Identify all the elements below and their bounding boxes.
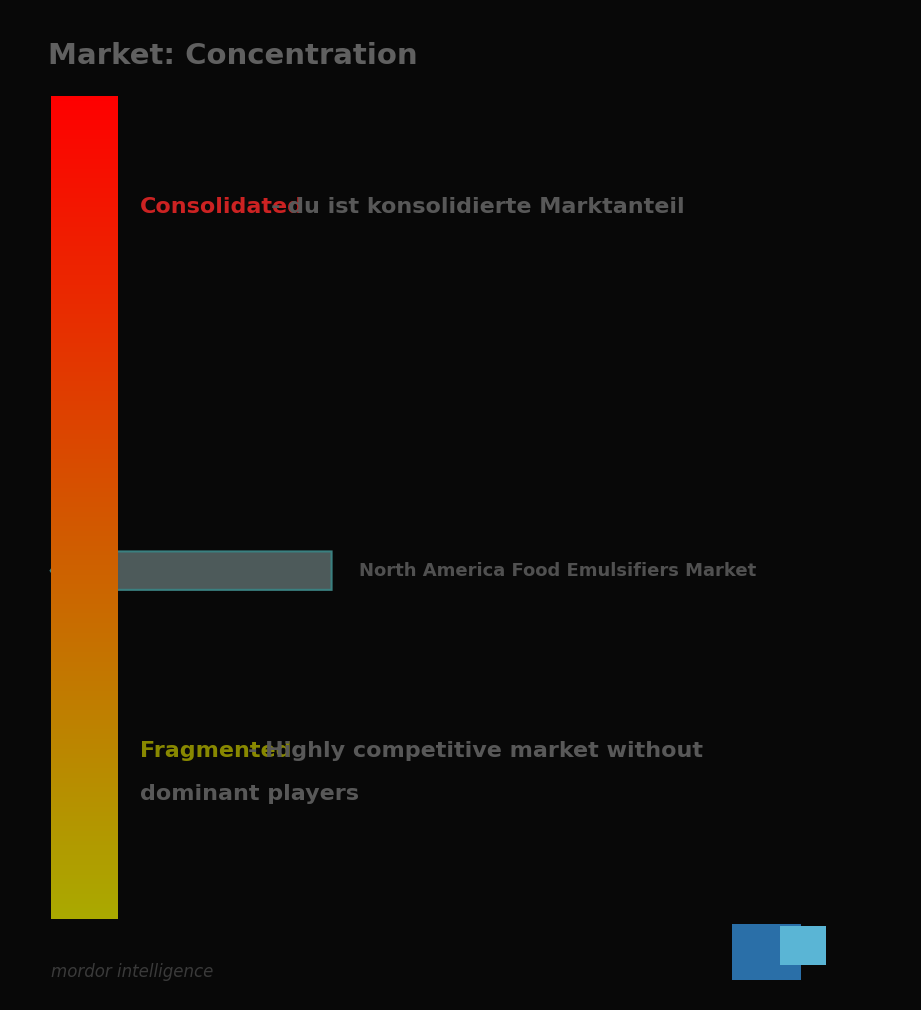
Text: dominant players: dominant players xyxy=(140,784,359,804)
Text: Market: Concentration: Market: Concentration xyxy=(48,42,417,71)
Bar xyxy=(780,926,826,965)
Text: - Highly competitive market without: - Highly competitive market without xyxy=(248,741,703,762)
Text: Fragmented: Fragmented xyxy=(140,741,291,762)
FancyArrow shape xyxy=(51,532,332,609)
Text: - du ist konsolidierte Marktanteil: - du ist konsolidierte Marktanteil xyxy=(271,197,684,217)
Bar xyxy=(732,924,801,980)
Text: Consolidated: Consolidated xyxy=(140,197,304,217)
Text: North America Food Emulsifiers Market: North America Food Emulsifiers Market xyxy=(359,562,756,580)
Text: mordor intelligence: mordor intelligence xyxy=(51,963,213,981)
